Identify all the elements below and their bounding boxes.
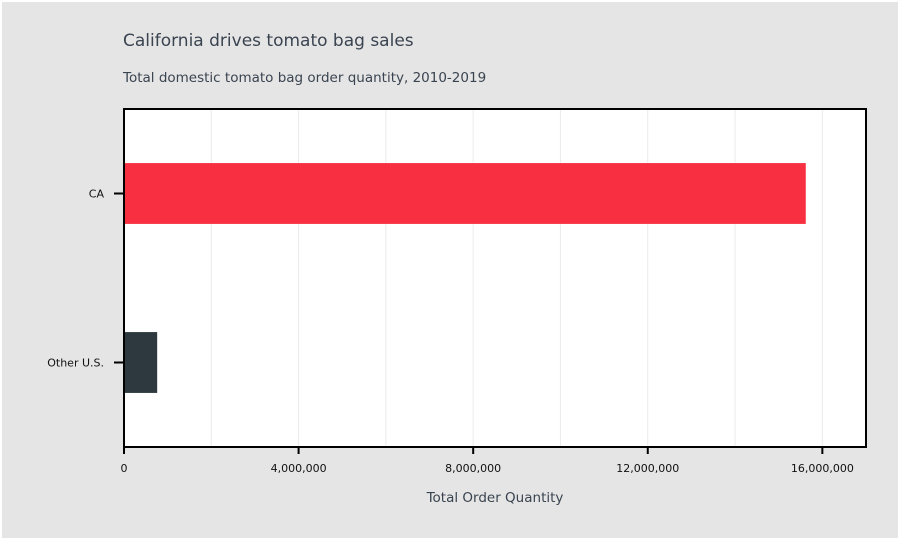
y-tick-label: Other U.S. <box>47 357 104 370</box>
y-axis: CA Other U.S. <box>47 188 124 370</box>
x-tick-label: 0 <box>121 462 128 475</box>
bar-other-u-s <box>124 332 158 393</box>
bar-ca <box>124 163 806 224</box>
x-axis-label: Total Order Quantity <box>426 490 564 506</box>
chart-subtitle: Total domestic tomato bag order quantity… <box>123 70 487 86</box>
plot-border <box>123 108 867 448</box>
x-axis: 0 4,000,000 8,000,000 12,000,000 16,000,000 <box>121 447 854 475</box>
x-tick-label: 12,000,000 <box>616 462 679 475</box>
bars <box>124 163 806 393</box>
chart-title: California drives tomato bag sales <box>123 31 414 51</box>
x-tick-label: 16,000,000 <box>791 462 854 475</box>
x-tick-label: 4,000,000 <box>271 462 327 475</box>
y-tick-label: CA <box>89 188 105 201</box>
x-tick-label: 8,000,000 <box>445 462 501 475</box>
plot-area <box>124 109 866 447</box>
